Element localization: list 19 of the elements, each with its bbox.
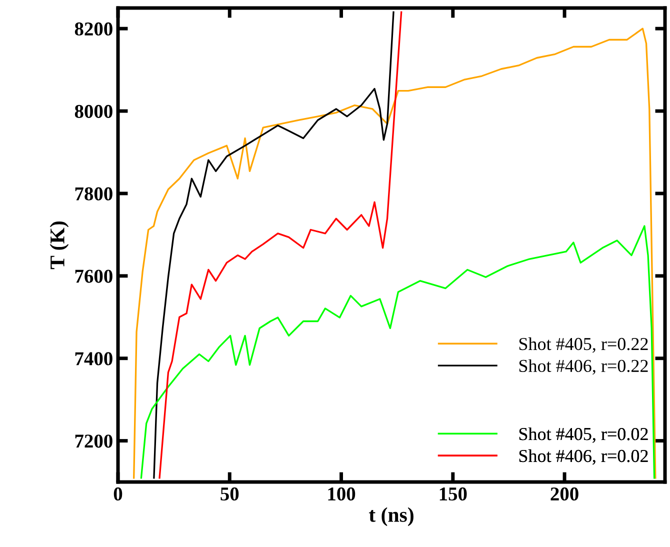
- y-tick-label: 7800: [75, 187, 112, 200]
- legend-label: Shot #406, r=0.02: [519, 449, 648, 465]
- y-axis-title: T (K): [50, 222, 69, 270]
- x-tick-label: 200: [550, 487, 578, 501]
- x-tick-label: 50: [220, 487, 239, 501]
- y-tick-label: 8200: [74, 22, 112, 36]
- y-tick-label: 7400: [75, 352, 112, 366]
- line-series: [133, 28, 656, 479]
- y-tick-label: 7200: [75, 434, 112, 448]
- line-series: [140, 225, 656, 479]
- y-tick-label: 7600: [75, 270, 112, 283]
- legend-label: Shot #406, r=0.22: [519, 359, 648, 375]
- x-tick-label: 150: [440, 487, 467, 501]
- x-tick-label: 100: [328, 487, 356, 501]
- legend-label: Shot #405, r=0.22: [519, 337, 648, 353]
- legend-label: Shot #405, r=0.02: [519, 427, 648, 443]
- x-tick-label: 0: [114, 487, 122, 501]
- y-tick-label: 8000: [74, 104, 112, 118]
- x-axis-title: t (ns): [368, 507, 414, 526]
